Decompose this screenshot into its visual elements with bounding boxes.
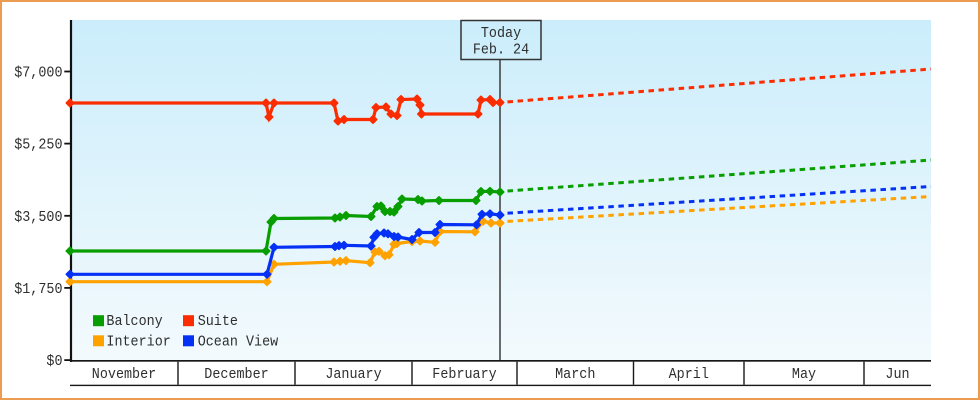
svg-text:May: May [792, 367, 816, 383]
svg-text:$3,500: $3,500 [14, 210, 62, 226]
svg-text:December: December [204, 367, 268, 383]
svg-text:November: November [92, 367, 156, 383]
svg-text:January: January [325, 367, 382, 383]
svg-text:$1,750: $1,750 [14, 282, 62, 298]
svg-text:Suite: Suite [198, 314, 238, 330]
svg-text:February: February [432, 367, 497, 383]
svg-text:$7,000: $7,000 [14, 66, 62, 82]
svg-text:$5,250: $5,250 [14, 138, 62, 154]
svg-text:March: March [555, 367, 595, 383]
svg-text:April: April [669, 367, 709, 383]
svg-text:Interior: Interior [106, 334, 170, 350]
svg-text:Ocean View: Ocean View [198, 334, 279, 350]
svg-text:Feb. 24: Feb. 24 [473, 43, 530, 59]
svg-text:Today: Today [481, 26, 521, 42]
svg-text:Jun: Jun [885, 367, 909, 383]
svg-text:Balcony: Balcony [106, 314, 163, 330]
svg-text:$0: $0 [46, 354, 62, 370]
